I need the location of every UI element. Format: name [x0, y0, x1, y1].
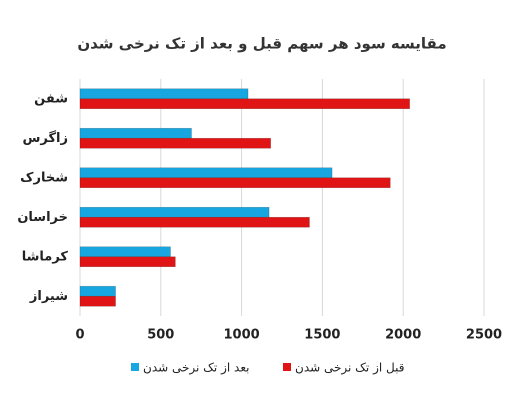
legend-label: بعد از تک نرخی شدن — [143, 361, 249, 376]
bar — [79, 177, 391, 189]
bar — [79, 88, 249, 100]
bar — [79, 167, 333, 179]
x-tick-label: 1000 — [224, 328, 260, 343]
x-tick-label: 1500 — [304, 328, 340, 343]
x-tick-label: 2500 — [466, 328, 502, 343]
y-tick-label: خراسان — [17, 210, 68, 225]
x-tick-label: 2000 — [385, 328, 421, 343]
x-tick-label: 0 — [75, 328, 84, 343]
y-tick-label: زاگرس — [22, 130, 68, 146]
y-tick-label: شیراز — [29, 289, 68, 304]
bar — [79, 295, 116, 307]
bar — [79, 246, 171, 258]
legend-label: قبل از تک نرخی شدن — [295, 361, 404, 376]
bar — [79, 206, 270, 218]
chart-title: مقایسه سود هر سهم قبل و بعد از تک نرخی ش… — [77, 35, 446, 53]
bar — [79, 285, 116, 297]
x-tick-label: 500 — [147, 328, 174, 343]
y-tick-label: شفن — [34, 91, 68, 106]
y-tick-label: کرماشا — [22, 249, 69, 264]
bar — [79, 127, 192, 139]
bar — [79, 216, 310, 228]
bar — [79, 98, 410, 110]
y-tick-label: شخارک — [20, 170, 68, 185]
legend-swatch — [283, 363, 291, 371]
bar — [79, 137, 271, 149]
legend-swatch — [131, 363, 139, 371]
bar — [79, 256, 176, 268]
